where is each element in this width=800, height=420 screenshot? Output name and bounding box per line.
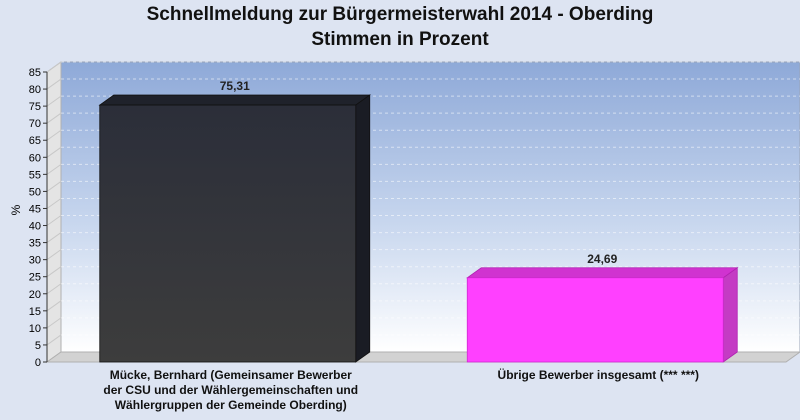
chart-title: Schnellmeldung zur Bürgermeisterwahl 201… xyxy=(146,4,654,25)
y-tick-label: 85 xyxy=(29,67,41,79)
y-tick-label: 70 xyxy=(29,118,41,130)
y-tick-label: 65 xyxy=(29,135,41,147)
bar-top xyxy=(98,94,371,106)
bar-side xyxy=(722,266,738,363)
gridline-side xyxy=(46,112,62,124)
bar-top xyxy=(466,267,739,279)
x-tick-label: Übrige Bewerber insgesamt (*** ***) xyxy=(428,368,768,383)
gridline-side xyxy=(46,198,62,209)
y-tick-label: 5 xyxy=(35,340,41,352)
y-tick-label: 45 xyxy=(29,203,41,215)
x-tick-label-line: Übrige Bewerber insgesamt (*** ***) xyxy=(497,368,699,382)
x-tick-label-line: Mücke, Bernhard (Gemeinsamer Bewerber xyxy=(109,368,352,382)
y-tick-label: 30 xyxy=(29,255,41,267)
gridline-side xyxy=(46,266,62,278)
gridline-side xyxy=(46,129,62,141)
y-tick-label: 20 xyxy=(29,289,41,301)
gridline-side xyxy=(46,317,62,329)
bar-side xyxy=(355,94,371,363)
y-tick-label: 80 xyxy=(29,84,41,96)
gridline-side xyxy=(46,78,62,90)
x-tick-label: Mücke, Bernhard (Gemeinsamer Bewerber der… xyxy=(61,368,401,413)
gridline-side xyxy=(46,146,62,158)
y-tick-label: 40 xyxy=(29,221,41,233)
y-tick-label: 50 xyxy=(29,186,41,198)
gridline-side xyxy=(46,283,62,295)
gridline-side xyxy=(46,163,62,175)
bar xyxy=(466,277,724,363)
gridline-side xyxy=(46,300,62,312)
gridline-side xyxy=(46,95,62,107)
y-tick-label: 55 xyxy=(29,169,41,181)
y-tick-label: 75 xyxy=(29,101,41,113)
bar xyxy=(99,104,357,363)
x-tick-label-line: der CSU und der Wählergemeinschaften und xyxy=(103,383,359,397)
y-tick-label: 15 xyxy=(29,306,41,318)
gridline-side xyxy=(46,181,62,192)
gridline-side xyxy=(46,334,62,346)
data-label: 24,69 xyxy=(587,252,617,266)
gridline-side xyxy=(46,215,62,226)
gridline-side xyxy=(46,61,62,73)
y-tick-label: 25 xyxy=(29,272,41,284)
y-axis-label: % xyxy=(9,204,23,215)
chart-subtitle: Stimmen in Prozent xyxy=(311,29,489,50)
gridline-side xyxy=(46,249,62,261)
data-label: 75,31 xyxy=(220,79,250,93)
y-tick-label: 10 xyxy=(29,323,41,335)
gridline-side xyxy=(46,232,62,243)
y-tick-label: 60 xyxy=(29,152,41,164)
y-tick-label: 35 xyxy=(29,238,41,250)
x-tick-label-line: Wählergruppen der Gemeinde Oberding) xyxy=(114,398,347,412)
plot-side-wall xyxy=(46,61,62,363)
y-tick-label: 0 xyxy=(35,357,41,369)
